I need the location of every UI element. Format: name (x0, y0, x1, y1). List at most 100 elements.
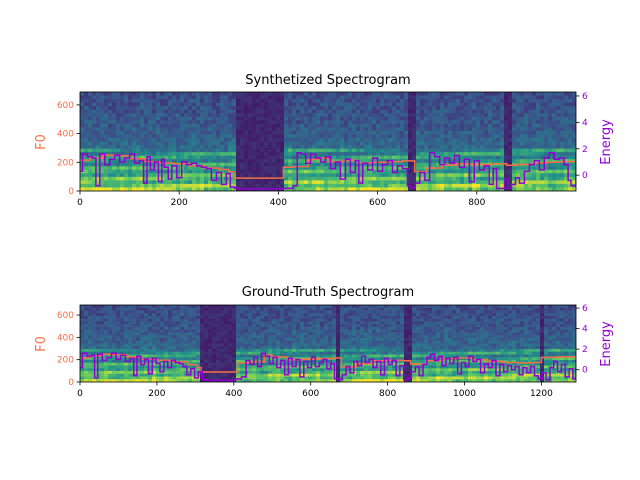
spectrogram-cell (180, 109, 185, 114)
spectrogram-cell (152, 338, 157, 342)
spectrogram-cell (464, 95, 469, 100)
spectrogram-cell (100, 145, 105, 150)
spectrogram-cell (508, 176, 513, 181)
spectrogram-cell (300, 137, 305, 143)
spectrogram-cell (448, 145, 453, 150)
spectrogram-cell (172, 166, 177, 171)
spectrogram-cell (216, 362, 221, 367)
spectrogram-cell (104, 130, 109, 136)
spectrogram-cell (112, 318, 117, 323)
spectrogram-cell (264, 351, 269, 356)
spectrogram-cell (348, 152, 353, 157)
spectrogram-cell (248, 346, 253, 350)
spectrogram-cell (416, 148, 421, 153)
spectrogram-cell (176, 365, 181, 369)
spectrogram-cell (204, 307, 209, 312)
spectrogram-cell (216, 338, 221, 342)
spectrogram-cell (264, 321, 269, 325)
spectrogram-cell (464, 109, 469, 114)
spectrogram-cell (260, 318, 265, 323)
spectrogram-cell (148, 134, 153, 139)
spectrogram-cell (284, 183, 289, 189)
spectrogram-cell (544, 180, 549, 185)
spectrogram-cell (200, 354, 205, 358)
spectrogram-cell (356, 116, 361, 121)
spectrogram-cell (312, 95, 317, 100)
spectrogram-cell (396, 127, 401, 132)
spectrogram-cell (144, 95, 149, 100)
spectrogram-cell (380, 176, 385, 181)
spectrogram-cell (104, 123, 109, 128)
spectrogram-cell (144, 130, 149, 136)
spectrogram-cell (304, 127, 309, 132)
spectrogram-cell (340, 183, 345, 189)
spectrogram-cell (108, 340, 113, 345)
spectrogram-cell (492, 141, 497, 146)
spectrogram-cell (120, 102, 125, 107)
spectrogram-cell (276, 324, 281, 328)
spectrogram-cell (520, 169, 525, 174)
spectrogram-cell (424, 134, 429, 139)
spectrogram-cell (568, 134, 573, 139)
spectrogram-cell (504, 187, 509, 191)
spectrogram-cell (508, 106, 513, 111)
spectrogram-cell (284, 166, 289, 171)
spectrogram-cell (364, 134, 369, 139)
spectrogram-cell (284, 102, 289, 107)
spectrogram-cell (424, 106, 429, 111)
spectrogram-cell (552, 127, 557, 132)
spectrogram-cell (168, 329, 173, 334)
spectrogram-cell (280, 310, 285, 314)
spectrogram-cell (492, 145, 497, 150)
spectrogram-cell (164, 166, 169, 171)
spectrogram-cell (460, 137, 465, 143)
spectrogram-cell (136, 310, 141, 314)
spectrogram-cell (388, 141, 393, 146)
spectrogram-cell (296, 183, 301, 189)
spectrogram-cell (268, 113, 273, 118)
spectrogram-cell (560, 187, 565, 191)
spectrogram-cell (212, 137, 217, 143)
spectrogram-cell (116, 102, 121, 107)
spectrogram-cell (260, 379, 265, 382)
spectrogram-cell (372, 180, 377, 185)
spectrogram-cell (140, 307, 145, 312)
spectrogram-cell (236, 95, 241, 100)
spectrogram-cell (88, 316, 93, 320)
spectrogram-cell (296, 102, 301, 107)
spectrogram-cell (152, 137, 157, 143)
spectrogram-cell (240, 340, 245, 345)
spectrogram-cell (276, 169, 281, 174)
spectrogram-cell (88, 145, 93, 150)
spectrogram-cell (108, 99, 113, 104)
spectrogram-cell (80, 373, 85, 378)
spectrogram-cell (100, 329, 105, 334)
spectrogram-cell (116, 335, 121, 339)
spectrogram-cell (260, 102, 265, 107)
spectrogram-cell (112, 159, 117, 164)
spectrogram-cell (216, 152, 221, 157)
spectrogram-cell (164, 155, 169, 160)
spectrogram-cell (256, 368, 261, 372)
spectrogram-cell (188, 120, 193, 125)
spectrogram-cell (164, 130, 169, 136)
spectrogram-cell (144, 120, 149, 125)
spectrogram-cell (268, 137, 273, 143)
spectrogram-cell (156, 335, 161, 339)
spectrogram-cell (376, 180, 381, 185)
spectrogram-cell (380, 159, 385, 164)
spectrogram-cell (84, 166, 89, 171)
spectrogram-cell (364, 180, 369, 185)
spectrogram-cell (244, 351, 249, 356)
spectrogram-cell (388, 176, 393, 181)
spectrogram-cell (376, 116, 381, 121)
spectrogram-cell (172, 376, 177, 380)
f0-axis-label: F0 (34, 134, 49, 150)
spectrogram-cell (424, 99, 429, 104)
spectrogram-cell (268, 373, 273, 378)
spectrogram-cell (292, 99, 297, 104)
spectrogram-cell (144, 109, 149, 114)
spectrogram-cell (208, 349, 213, 353)
spectrogram-cell (492, 92, 497, 97)
spectrogram-cell (492, 99, 497, 104)
